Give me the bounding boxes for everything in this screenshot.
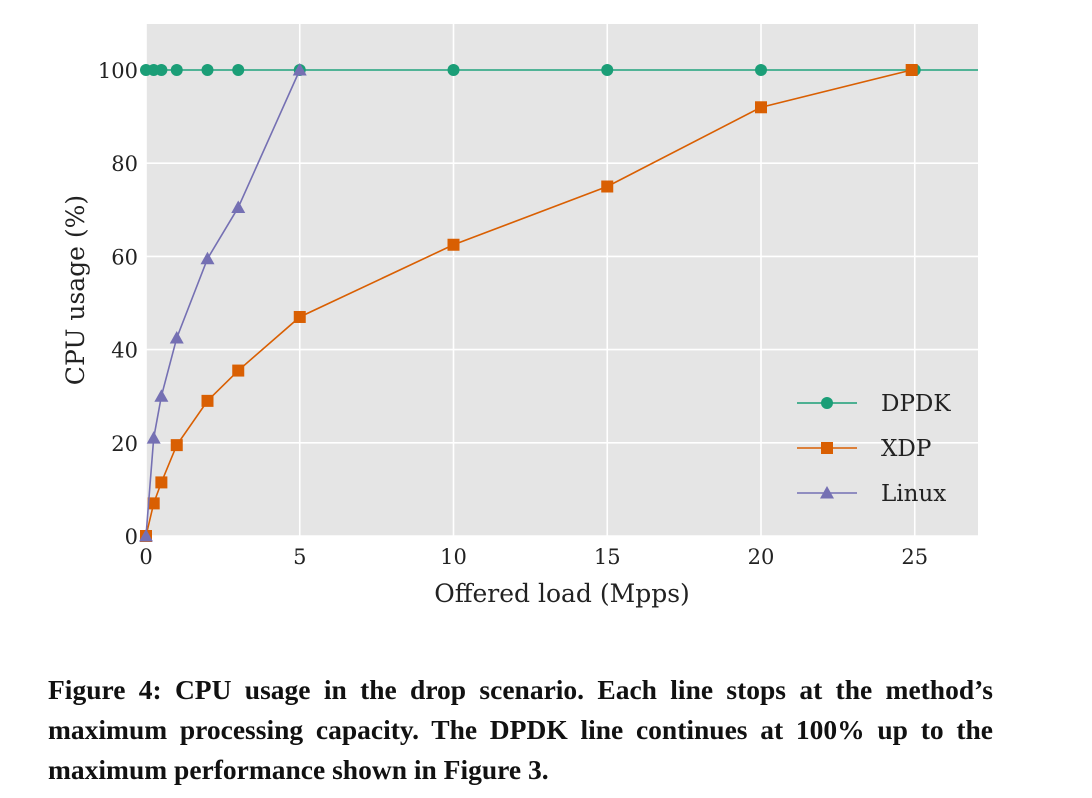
x-axis-label: Offered load (Mpps) xyxy=(434,579,690,608)
data-point-xdp xyxy=(201,394,214,407)
data-point-linux xyxy=(231,200,246,213)
data-point-xdp xyxy=(905,64,918,76)
y-tick-label: 60 xyxy=(111,245,138,269)
cpu-usage-chart: 0 5 10 15 20 25 0 20 40 60 80 100 Offered load (Mpp… xyxy=(61,24,978,608)
data-point-dpdk xyxy=(201,64,214,76)
data-point-dpdk xyxy=(232,64,245,76)
legend-marker-dpdk xyxy=(821,397,833,409)
x-tick-label: 5 xyxy=(293,545,306,569)
data-point-xdp xyxy=(170,439,183,452)
data-point-xdp xyxy=(232,364,245,377)
data-point-linux xyxy=(200,251,215,265)
data-point-linux xyxy=(139,529,153,542)
x-tick-label: 10 xyxy=(440,545,467,569)
legend-label-dpdk: DPDK xyxy=(881,391,951,417)
y-tick-label: 20 xyxy=(111,432,138,456)
data-point-linux xyxy=(154,389,169,402)
data-point-xdp xyxy=(293,310,306,323)
axis-ticks: 0 5 10 15 20 25 0 20 40 60 80 100 xyxy=(98,59,928,569)
figure-caption: Figure 4: CPU usage in the drop scenario… xyxy=(48,674,993,785)
data-point-xdp xyxy=(447,238,460,251)
data-point-dpdk xyxy=(447,64,460,76)
legend-item-linux: Linux xyxy=(797,481,946,507)
y-axis-label: CPU usage (%) xyxy=(61,195,90,385)
data-point-xdp xyxy=(755,101,767,114)
plot-background xyxy=(146,24,978,536)
data-point-xdp xyxy=(147,497,160,510)
x-tick-label: 20 xyxy=(748,545,775,569)
data-point-linux xyxy=(292,63,307,76)
data-point-dpdk xyxy=(155,64,168,76)
legend-label-xdp: XDP xyxy=(881,436,931,462)
series-xdp xyxy=(140,64,918,542)
y-tick-label: 0 xyxy=(125,525,138,549)
series-group xyxy=(139,63,978,542)
data-point-dpdk xyxy=(755,64,767,76)
y-tick-label: 40 xyxy=(111,339,138,363)
data-point-xdp xyxy=(601,180,614,193)
x-tick-label: 0 xyxy=(139,545,152,569)
x-tick-label: 15 xyxy=(594,545,621,569)
data-point-xdp xyxy=(155,476,168,489)
legend-marker-linux xyxy=(820,486,834,499)
data-point-dpdk xyxy=(601,64,614,76)
data-point-linux xyxy=(146,431,161,444)
data-point-dpdk xyxy=(170,64,183,76)
data-point-linux xyxy=(169,330,184,344)
y-tick-label: 100 xyxy=(98,59,138,83)
x-tick-label: 25 xyxy=(901,545,928,569)
legend: DPDK XDP Linux xyxy=(797,391,951,507)
legend-item-dpdk: DPDK xyxy=(797,391,951,417)
legend-marker-xdp xyxy=(821,442,833,454)
legend-label-linux: Linux xyxy=(881,481,946,507)
y-tick-label: 80 xyxy=(111,152,138,176)
series-linux xyxy=(139,63,307,542)
legend-item-xdp: XDP xyxy=(797,436,931,462)
